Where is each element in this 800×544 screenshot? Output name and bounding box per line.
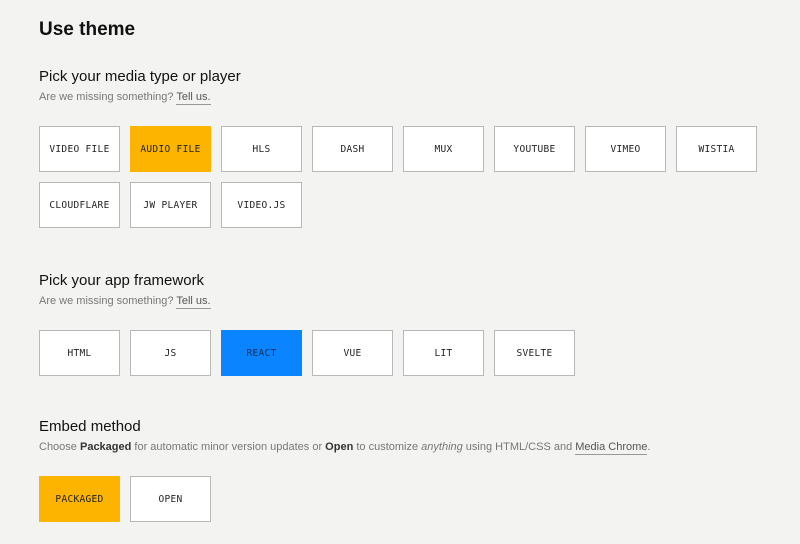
media-option-hls[interactable]: HLS bbox=[221, 126, 302, 172]
desc-packaged: Packaged bbox=[79, 441, 132, 453]
framework-heading: Pick your app framework bbox=[39, 272, 205, 289]
media-heading: Pick your media type or player bbox=[39, 68, 241, 85]
media-chrome-link[interactable]: Media Chrome bbox=[575, 441, 648, 455]
desc-text: to customize bbox=[353, 441, 422, 453]
framework-option-html[interactable]: HTML bbox=[39, 330, 120, 376]
framework-tell-us-link[interactable]: Tell us. bbox=[176, 295, 211, 309]
media-option-mux[interactable]: MUX bbox=[403, 126, 484, 172]
desc-text: Choose bbox=[39, 441, 80, 453]
media-option-video-js[interactable]: VIDEO.JS bbox=[221, 182, 302, 228]
media-option-audio-file[interactable]: AUDIO FILE bbox=[130, 126, 211, 172]
embed-option-packaged[interactable]: PACKAGED bbox=[39, 476, 120, 522]
framework-option-js[interactable]: JS bbox=[130, 330, 211, 376]
embed-option-open[interactable]: OPEN bbox=[130, 476, 211, 522]
embed-heading: Embed method bbox=[39, 418, 141, 435]
desc-text: . bbox=[647, 441, 651, 453]
media-subtext-label: Are we missing something? bbox=[39, 91, 174, 103]
framework-option-react[interactable]: REACT bbox=[221, 330, 302, 376]
desc-open: Open bbox=[325, 441, 354, 453]
media-option-vimeo[interactable]: VIMEO bbox=[585, 126, 666, 172]
media-option-video-file[interactable]: VIDEO FILE bbox=[39, 126, 120, 172]
media-options: VIDEO FILE AUDIO FILE HLS DASH MUX YOUTUBE VIM… bbox=[39, 126, 757, 228]
embed-options: PACKAGED OPEN bbox=[39, 476, 757, 522]
page-title: Use theme bbox=[39, 19, 136, 40]
desc-anything: anything bbox=[421, 441, 463, 453]
framework-subtext-label: Are we missing something? bbox=[39, 295, 174, 307]
embed-description: Choose Packaged for automatic minor vers… bbox=[39, 441, 651, 455]
media-option-wistia[interactable]: WISTIA bbox=[676, 126, 757, 172]
media-tell-us-link[interactable]: Tell us. bbox=[176, 91, 211, 105]
framework-option-vue[interactable]: VUE bbox=[312, 330, 393, 376]
desc-text: using HTML/CSS and bbox=[462, 441, 576, 453]
media-option-dash[interactable]: DASH bbox=[312, 126, 393, 172]
desc-text: for automatic minor version updates or bbox=[131, 441, 326, 453]
framework-options: HTML JS REACT VUE LIT SVELTE bbox=[39, 330, 757, 376]
framework-subtext: Are we missing something? Tell us. bbox=[39, 295, 211, 309]
media-option-jw-player[interactable]: JW PLAYER bbox=[130, 182, 211, 228]
framework-option-lit[interactable]: LIT bbox=[403, 330, 484, 376]
media-option-youtube[interactable]: YOUTUBE bbox=[494, 126, 575, 172]
media-option-cloudflare[interactable]: CLOUDFLARE bbox=[39, 182, 120, 228]
framework-option-svelte[interactable]: SVELTE bbox=[494, 330, 575, 376]
media-subtext: Are we missing something? Tell us. bbox=[39, 91, 211, 105]
